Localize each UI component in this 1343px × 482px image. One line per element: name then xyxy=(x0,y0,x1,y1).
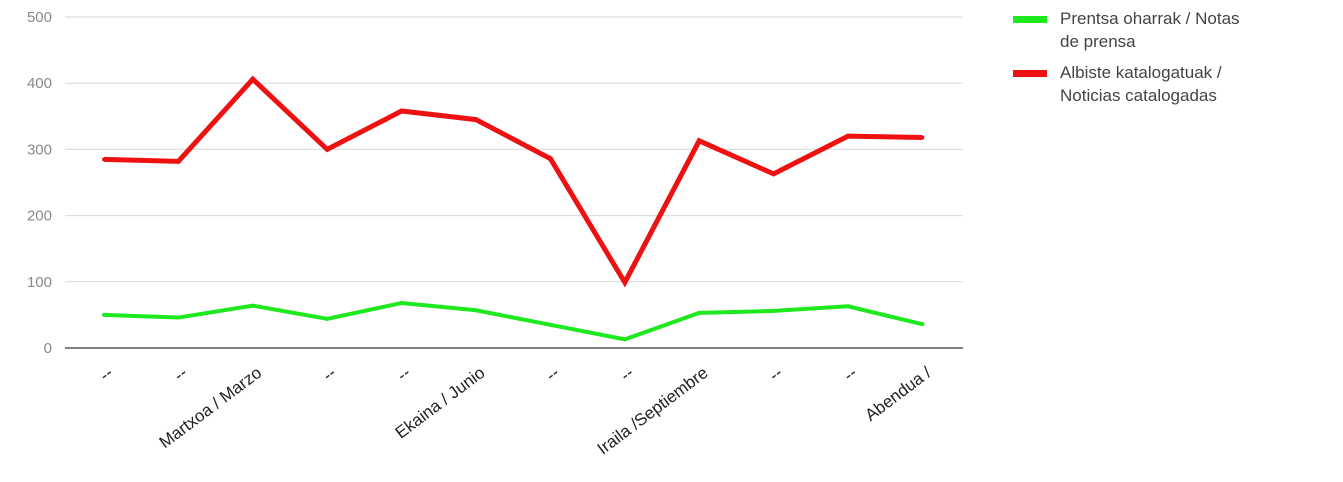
x-tick-label: -- xyxy=(542,363,562,385)
data-point xyxy=(548,322,553,327)
series-line xyxy=(103,75,923,288)
data-point xyxy=(176,159,181,164)
x-tick-label: -- xyxy=(617,363,637,385)
y-tick-label: 500 xyxy=(27,9,52,26)
x-tick-label: Iraila /Septiembre xyxy=(594,363,712,458)
data-point xyxy=(399,300,404,305)
x-tick-label: Abendua / xyxy=(861,363,935,425)
data-point xyxy=(325,316,330,321)
data-point xyxy=(250,303,255,308)
series-line xyxy=(103,300,923,342)
legend-label: de prensa xyxy=(1060,32,1136,51)
legend[interactable]: Prentsa oharrak / Notas de prensa Albiste … xyxy=(1013,9,1240,105)
data-point xyxy=(622,280,627,285)
data-point xyxy=(548,156,553,161)
legend-swatch xyxy=(1013,70,1047,77)
data-point xyxy=(399,109,404,114)
data-point xyxy=(920,135,925,140)
legend-label: Albiste katalogatuak / xyxy=(1060,63,1222,82)
legend-item-1[interactable]: Prentsa oharrak / Notas de prensa xyxy=(1013,9,1240,51)
data-point xyxy=(102,157,106,162)
legend-label: Prentsa oharrak / Notas xyxy=(1060,9,1240,28)
y-tick-label: 400 xyxy=(27,75,52,92)
data-point xyxy=(474,117,478,122)
data-point xyxy=(622,337,627,342)
data-point xyxy=(920,322,925,327)
data-point xyxy=(846,304,850,309)
x-tick-label: Martxoa / Marzo xyxy=(156,363,266,452)
y-tick-label: 200 xyxy=(27,208,52,225)
x-tick-label: -- xyxy=(170,363,190,385)
y-tick-label: 100 xyxy=(27,274,52,291)
x-tick-label: -- xyxy=(96,363,116,385)
data-point xyxy=(250,77,255,82)
data-point xyxy=(474,308,478,313)
data-point xyxy=(771,171,776,176)
data-point xyxy=(846,134,850,139)
x-tick-label: -- xyxy=(766,363,786,385)
grid-lines xyxy=(65,16,963,283)
x-tick-label: -- xyxy=(840,363,860,385)
data-point xyxy=(697,310,702,315)
y-tick-label: 0 xyxy=(44,340,52,357)
series-lines xyxy=(102,75,925,342)
y-axis-ticks: 0 100 200 300 400 500 xyxy=(27,9,52,357)
legend-label: Noticias catalogadas xyxy=(1060,86,1217,105)
data-point xyxy=(102,312,106,317)
data-point xyxy=(325,147,330,152)
data-point xyxy=(697,138,702,143)
legend-item-2[interactable]: Albiste katalogatuak / Noticias catalogad… xyxy=(1013,63,1222,105)
x-tick-label: -- xyxy=(394,363,414,385)
series-2 xyxy=(102,75,925,288)
y-tick-label: 300 xyxy=(27,141,52,158)
series-1 xyxy=(102,300,925,342)
x-tick-label: -- xyxy=(319,363,339,385)
data-point xyxy=(176,315,181,320)
legend-swatch xyxy=(1013,16,1047,23)
data-point xyxy=(771,308,776,313)
x-axis-ticks: -- --Martxoa / Marzo -- --Ekaina / Junio -- -… xyxy=(96,363,935,459)
